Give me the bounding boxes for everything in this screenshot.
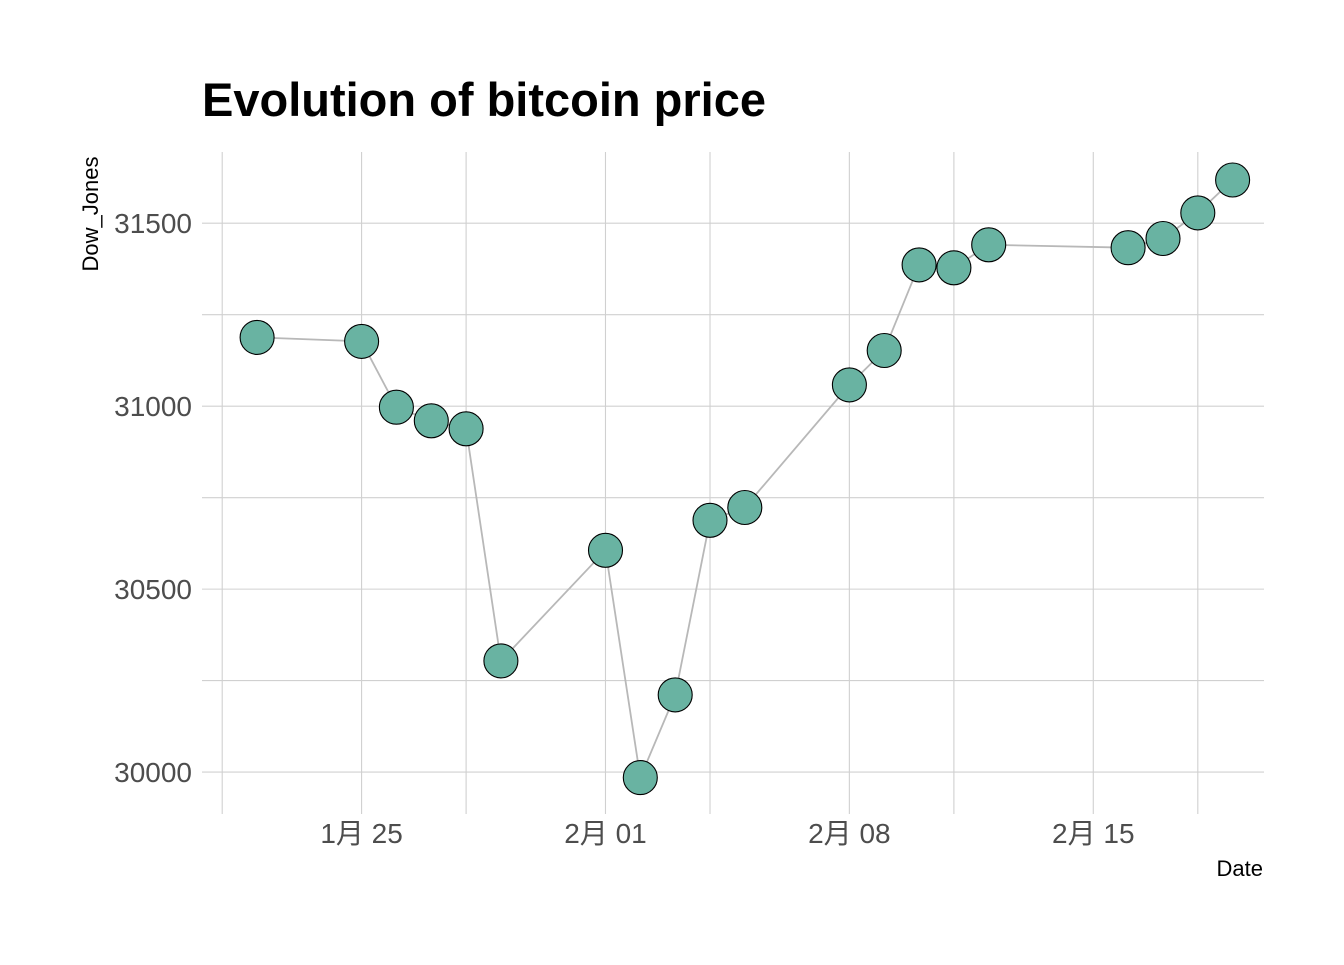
data-point [378, 389, 414, 425]
axis-labels: 1月 25 2月 01 2月 08 2月 15 30000 30500 31000 31500 [114, 208, 1134, 849]
data-point [239, 319, 275, 355]
series-line [257, 179, 1234, 781]
y-tick-label: 30500 [114, 574, 192, 605]
data-point [1215, 162, 1251, 198]
grid-lines [202, 152, 1264, 814]
data-point [413, 403, 449, 439]
data-point [1110, 230, 1146, 266]
data-points [239, 162, 1251, 796]
data-point [1180, 195, 1216, 231]
chart-title: Evolution of bitcoin price [202, 73, 766, 126]
y-tick-label: 31500 [114, 208, 192, 239]
data-point [936, 250, 972, 286]
x-tick-label: 2月 08 [808, 818, 891, 849]
data-point [587, 532, 624, 568]
data-point [483, 643, 519, 679]
data-point [866, 332, 902, 369]
data-point [901, 247, 937, 283]
data-point [971, 227, 1007, 263]
data-point [692, 502, 728, 538]
data-point [622, 760, 658, 796]
data-point [344, 323, 380, 359]
x-tick-label: 2月 15 [1052, 818, 1135, 849]
data-point [1145, 220, 1181, 257]
x-axis-title: Date [1217, 856, 1263, 881]
data-point [727, 489, 763, 526]
data-point [448, 411, 484, 447]
x-tick-label: 2月 01 [564, 818, 647, 849]
y-axis-title: Dow_Jones [78, 157, 103, 272]
data-point [657, 677, 693, 713]
series-line-layer [257, 179, 1234, 781]
data-point [831, 367, 867, 403]
x-tick-label: 1月 25 [320, 818, 403, 849]
y-tick-label: 30000 [114, 757, 192, 788]
y-tick-label: 31000 [114, 391, 192, 422]
